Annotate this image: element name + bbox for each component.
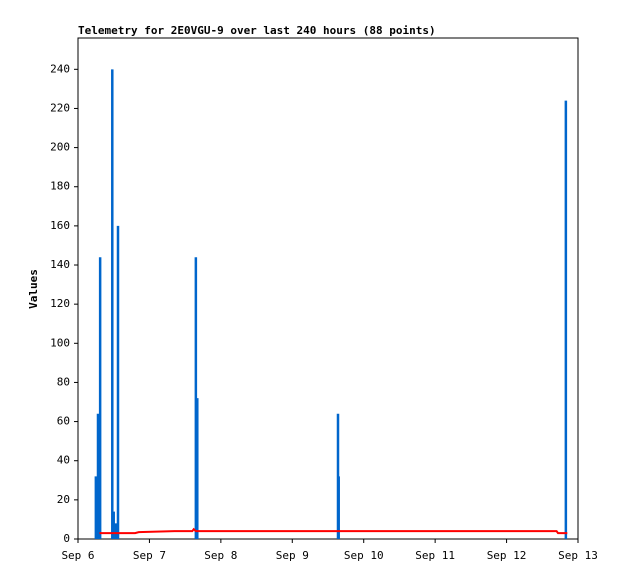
y-tick-label: 180 (50, 180, 70, 193)
y-tick-label: 120 (50, 297, 70, 310)
y-tick-label: 100 (50, 336, 70, 349)
y-tick-label: 200 (50, 141, 70, 154)
x-tick-label: Sep 9 (276, 549, 309, 562)
x-tick-label: Sep 8 (204, 549, 237, 562)
x-tick-label: Sep 11 (415, 549, 455, 562)
y-tick-label: 160 (50, 219, 70, 232)
y-axis-label: Values (27, 269, 40, 309)
x-tick-label: Sep 10 (344, 549, 384, 562)
x-tick-label: Sep 7 (133, 549, 166, 562)
x-tick-label: Sep 6 (61, 549, 94, 562)
y-tick-label: 140 (50, 258, 70, 271)
y-tick-label: 220 (50, 101, 70, 114)
y-tick-label: 240 (50, 62, 70, 75)
telemetry-line (99, 527, 568, 535)
x-tick-label: Sep 13 (558, 549, 598, 562)
y-tick-label: 80 (57, 375, 70, 388)
y-tick-label: 0 (63, 532, 70, 545)
chart-title: Telemetry for 2E0VGU-9 over last 240 hou… (78, 24, 436, 37)
y-tick-label: 40 (57, 454, 70, 467)
y-tick-label: 60 (57, 415, 70, 428)
y-tick-label: 20 (57, 493, 70, 506)
x-tick-label: Sep 12 (487, 549, 527, 562)
plot-frame (77, 37, 579, 540)
